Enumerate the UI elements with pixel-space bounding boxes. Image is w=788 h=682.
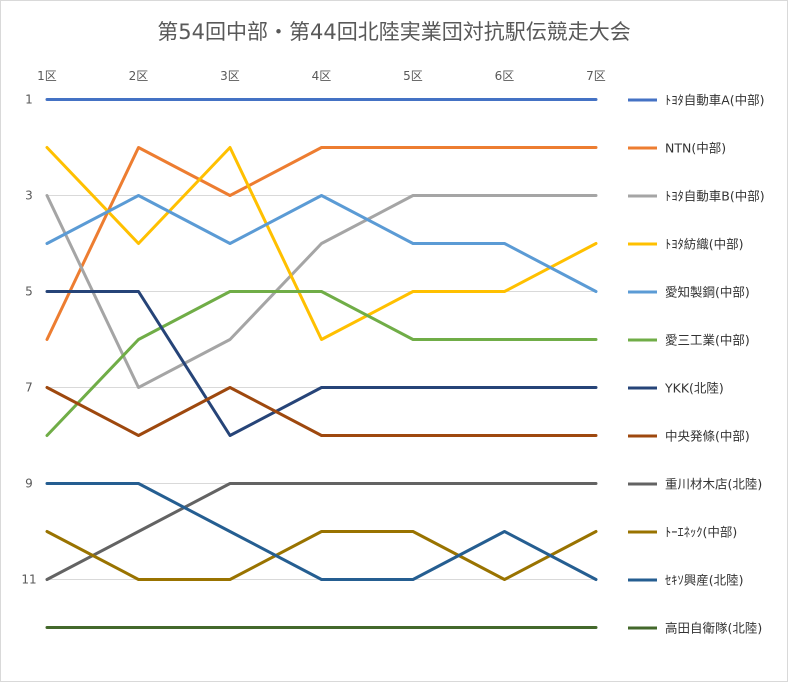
series-line [45, 290, 598, 437]
y-tick-label: 5 [25, 285, 33, 299]
legend-label: 重川材木店(北陸) [665, 477, 762, 492]
legend: ﾄﾖﾀ自動車A(中部) NTN(中部) ﾄﾖﾀ自動車B(中部) ﾄﾖﾀ紡織(中部) 愛知… [628, 93, 765, 636]
series-line [45, 146, 598, 341]
legend-label: 中央発條(中部) [665, 429, 750, 444]
y-tick-label: 1 [25, 93, 33, 107]
legend-label: NTN(中部) [665, 141, 726, 156]
x-tick-label: 5区 [403, 69, 423, 83]
series-line [45, 530, 598, 581]
legend-label: YKK(北陸) [664, 381, 724, 396]
x-tick-label: 3区 [220, 69, 240, 83]
legend-label: ﾄﾖﾀ自動車A(中部) [665, 93, 765, 108]
legend-label: ﾄﾖﾀ紡織(中部) [665, 237, 744, 252]
legend-label: ﾄｰｴﾈｯｸ(中部) [665, 525, 737, 540]
x-tick-label: 1区 [37, 69, 57, 83]
y-tick-label: 11 [21, 573, 36, 587]
legend-label: ｾｷｿ興産(北陸) [665, 573, 744, 588]
chart-title: 第54回中部・第44回北陸実業団対抗駅伝競走大会 [157, 20, 631, 44]
series-line [45, 386, 598, 437]
series-line [45, 194, 598, 293]
x-axis-ticks: 1区 2区 3区 4区 5区 6区 7区 [37, 69, 606, 83]
legend-label: ﾄﾖﾀ自動車B(中部) [665, 189, 765, 204]
y-axis-ticks: 1 3 5 7 9 11 [21, 93, 36, 587]
legend-label: 高田自衛隊(北陸) [665, 621, 762, 636]
y-tick-label: 3 [25, 189, 33, 203]
series-lines [45, 98, 598, 629]
y-tick-label: 7 [25, 381, 33, 395]
y-tick-label: 9 [25, 477, 33, 491]
series-line [45, 194, 598, 389]
legend-label: 愛知製鋼(中部) [665, 285, 750, 300]
x-tick-label: 2区 [129, 69, 149, 83]
series-line [45, 290, 598, 437]
legend-label: 愛三工業(中部) [665, 333, 750, 348]
x-tick-label: 7区 [586, 69, 606, 83]
x-tick-label: 6区 [495, 69, 515, 83]
series-line [45, 482, 598, 581]
series-line [45, 482, 598, 581]
series-line [45, 146, 598, 341]
x-tick-label: 4区 [312, 69, 332, 83]
